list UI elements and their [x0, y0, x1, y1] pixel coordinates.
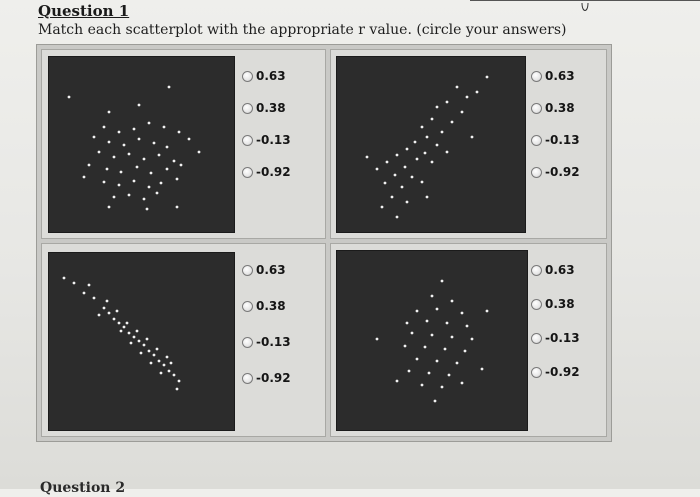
- scatterplot-grid: 0.63 0.38 -0.13 -0.92: [36, 44, 612, 442]
- option-bottom-left-1[interactable]: 0.63: [242, 262, 286, 278]
- option-top-left-4[interactable]: -0.92: [242, 164, 291, 180]
- pen-mark-icon: [581, 2, 589, 11]
- scatter-points-bottom-right: [375, 279, 489, 403]
- option-top-left-3[interactable]: -0.13: [242, 132, 291, 148]
- option-top-right-2[interactable]: 0.38: [531, 100, 575, 116]
- option-label: -0.13: [545, 133, 580, 147]
- option-label: -0.92: [256, 371, 291, 385]
- option-bottom-left-2[interactable]: 0.38: [242, 298, 286, 314]
- option-label: 0.63: [256, 263, 286, 277]
- question-instruction: Match each scatterplot with the appropri…: [38, 22, 567, 38]
- option-label: -0.92: [545, 365, 580, 379]
- option-label: 0.38: [545, 297, 575, 311]
- radio-button-icon[interactable]: [531, 102, 542, 114]
- option-label: -0.92: [545, 165, 580, 179]
- panel-top-left: 0.63 0.38 -0.13 -0.92: [41, 49, 326, 239]
- option-label: -0.13: [545, 331, 580, 345]
- radio-button-icon[interactable]: [242, 300, 253, 312]
- panel-bottom-right: 0.63 0.38 -0.13 -0.92: [330, 243, 607, 437]
- option-bottom-left-4[interactable]: -0.92: [242, 370, 291, 386]
- scatter-points-top-right: [365, 75, 489, 219]
- radio-button-icon[interactable]: [531, 264, 542, 276]
- panel-top-right: 0.63 0.38 -0.13 -0.92: [330, 49, 607, 239]
- option-label: 0.63: [256, 69, 286, 83]
- radio-button-icon[interactable]: [531, 134, 542, 146]
- radio-button-icon[interactable]: [531, 298, 542, 310]
- scatter-points-bottom-left: [62, 276, 181, 391]
- option-top-right-3[interactable]: -0.13: [531, 132, 580, 148]
- option-top-left-2[interactable]: 0.38: [242, 100, 286, 116]
- option-label: -0.92: [256, 165, 291, 179]
- option-label: -0.13: [256, 335, 291, 349]
- radio-button-icon[interactable]: [531, 166, 542, 178]
- radio-button-icon[interactable]: [242, 166, 253, 178]
- option-label: 0.63: [545, 69, 575, 83]
- scatter-points-top-left: [67, 85, 201, 211]
- option-bottom-left-3[interactable]: -0.13: [242, 334, 291, 350]
- radio-button-icon[interactable]: [242, 372, 253, 384]
- option-label: 0.38: [256, 101, 286, 115]
- option-bottom-right-3[interactable]: -0.13: [531, 330, 580, 346]
- page-top-rule: [470, 0, 700, 1]
- option-bottom-right-2[interactable]: 0.38: [531, 296, 575, 312]
- scatterplot-bottom-right: [336, 250, 528, 431]
- option-label: 0.38: [545, 101, 575, 115]
- scatterplot-bottom-left: [48, 252, 235, 431]
- scatterplot-top-left: [48, 56, 235, 233]
- question-title: Question 1: [38, 2, 130, 20]
- option-bottom-right-1[interactable]: 0.63: [531, 262, 575, 278]
- radio-button-icon[interactable]: [531, 332, 542, 344]
- radio-button-icon[interactable]: [531, 366, 542, 378]
- radio-button-icon[interactable]: [242, 102, 253, 114]
- option-label: 0.63: [545, 263, 575, 277]
- radio-button-icon[interactable]: [242, 264, 253, 276]
- radio-button-icon[interactable]: [531, 70, 542, 82]
- radio-button-icon[interactable]: [242, 70, 253, 82]
- option-top-left-1[interactable]: 0.63: [242, 68, 286, 84]
- next-question-title: Question 2: [40, 480, 126, 496]
- option-label: -0.13: [256, 133, 291, 147]
- option-bottom-right-4[interactable]: -0.92: [531, 364, 580, 380]
- option-top-right-1[interactable]: 0.63: [531, 68, 575, 84]
- option-top-right-4[interactable]: -0.92: [531, 164, 580, 180]
- option-label: 0.38: [256, 299, 286, 313]
- scatterplot-top-right: [336, 56, 526, 233]
- radio-button-icon[interactable]: [242, 336, 253, 348]
- panel-bottom-left: 0.63 0.38 -0.13 -0.92: [41, 243, 326, 437]
- radio-button-icon[interactable]: [242, 134, 253, 146]
- question-header: Question 1 Match each scatterplot with t…: [38, 2, 567, 39]
